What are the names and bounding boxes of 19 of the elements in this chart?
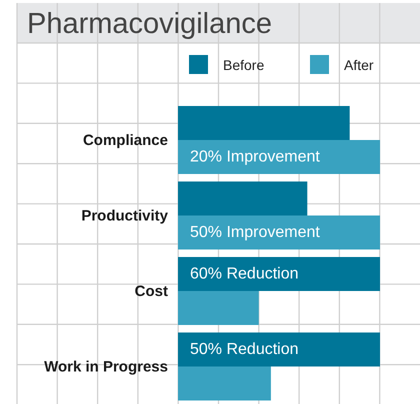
y-tick-label: Compliance: [82, 132, 168, 150]
bar: [178, 182, 308, 216]
bar: [178, 106, 350, 140]
annotation: 50% Improvement: [190, 224, 320, 241]
legend-label: Before: [223, 56, 264, 72]
bar: [178, 257, 380, 291]
y-tick-label: Productivity: [81, 208, 169, 225]
y-tick-label: Work in Progress: [44, 358, 168, 376]
bar: [178, 140, 380, 174]
bar: [178, 332, 380, 366]
bar: [178, 216, 380, 250]
legend-label: After: [344, 56, 374, 72]
chart-title: Pharmacovigilance: [27, 8, 272, 40]
bar: [178, 291, 259, 325]
y-tick-label: Cost: [134, 283, 168, 300]
annotation: 50% Reduction: [190, 341, 299, 358]
annotation: 60% Reduction: [190, 266, 299, 282]
annotation: 20% Improvement: [190, 148, 320, 166]
bar: [178, 366, 271, 400]
